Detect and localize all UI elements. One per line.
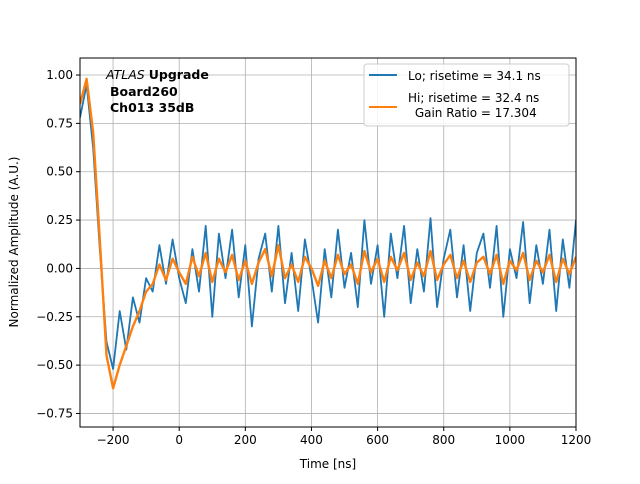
ticks: −200 0 200 400 600 800 1000 1200 −0.75 −0.50 −0.25… [36,68,591,447]
channel-label: Ch013 35dB [110,100,194,115]
x-axis-label: Time [ns] [299,457,356,471]
x-tick-label: 600 [366,433,389,447]
x-tick-label: −200 [97,433,130,447]
y-tick-label: 0.25 [46,213,73,227]
legend-label-gain: Gain Ratio = 17.304 [411,106,537,120]
y-tick-label: −0.25 [36,310,73,324]
y-tick-label: 0.75 [46,116,73,130]
x-tick-label: 0 [175,433,183,447]
y-tick-label: −0.75 [36,406,73,420]
x-tick-label: 1200 [561,433,592,447]
legend: Lo; risetime = 34.1 ns Hi; risetime = 32… [363,63,570,127]
y-tick-label: 0.00 [46,261,73,275]
plot-frame [79,57,577,428]
series-hi-line [80,77,576,390]
y-tick-label: −0.50 [36,358,73,372]
board-label: Board260 [110,84,178,99]
x-tick-label: 400 [300,433,323,447]
x-tick-label: 800 [432,433,455,447]
series-lo-line [80,83,576,370]
y-axis-label: Normalized Amplitude (A.U.) [7,157,21,328]
y-tick-label: 0.50 [46,165,73,179]
upgrade-label: Upgrade [149,67,209,82]
x-tick-label: 200 [234,433,257,447]
y-tick-label: 1.00 [46,68,73,82]
x-tick-label: 1000 [495,433,526,447]
legend-label-lo: Lo; risetime = 34.1 ns [408,69,541,83]
series-lines [80,77,576,390]
legend-label-hi: Hi; risetime = 32.4 ns [408,91,539,105]
atlas-annotation: ATLAS Upgrade Board260 Ch013 35dB [105,67,209,115]
atlas-label: ATLAS [105,67,145,82]
